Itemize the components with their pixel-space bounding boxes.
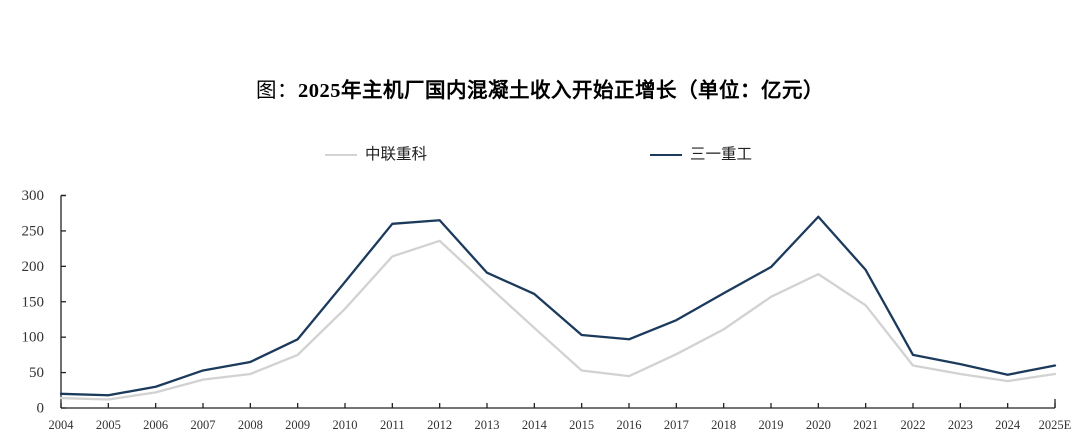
svg-text:2012: 2012 (427, 418, 452, 432)
svg-text:2009: 2009 (285, 418, 310, 432)
svg-text:250: 250 (22, 223, 45, 239)
svg-text:2006: 2006 (143, 418, 168, 432)
svg-text:2015: 2015 (569, 418, 594, 432)
svg-text:2022: 2022 (901, 418, 926, 432)
svg-text:2025E: 2025E (1039, 418, 1072, 432)
svg-text:2018: 2018 (711, 418, 736, 432)
svg-text:200: 200 (22, 259, 45, 275)
svg-text:300: 300 (22, 188, 45, 204)
svg-text:150: 150 (22, 294, 45, 310)
svg-text:2016: 2016 (617, 418, 642, 432)
svg-text:2020: 2020 (806, 418, 831, 432)
svg-text:2007: 2007 (191, 418, 216, 432)
svg-text:0: 0 (37, 401, 45, 417)
svg-text:2010: 2010 (333, 418, 358, 432)
svg-text:2014: 2014 (522, 418, 548, 432)
svg-text:2005: 2005 (96, 418, 121, 432)
svg-text:2019: 2019 (759, 418, 784, 432)
svg-text:2004: 2004 (49, 418, 75, 432)
svg-text:50: 50 (29, 365, 44, 381)
svg-text:2024: 2024 (995, 418, 1021, 432)
svg-text:2011: 2011 (380, 418, 405, 432)
svg-text:2017: 2017 (664, 418, 689, 432)
svg-text:2008: 2008 (238, 418, 263, 432)
svg-text:100: 100 (22, 330, 45, 346)
svg-text:2023: 2023 (948, 418, 973, 432)
svg-text:2021: 2021 (853, 418, 878, 432)
svg-text:2013: 2013 (475, 418, 500, 432)
